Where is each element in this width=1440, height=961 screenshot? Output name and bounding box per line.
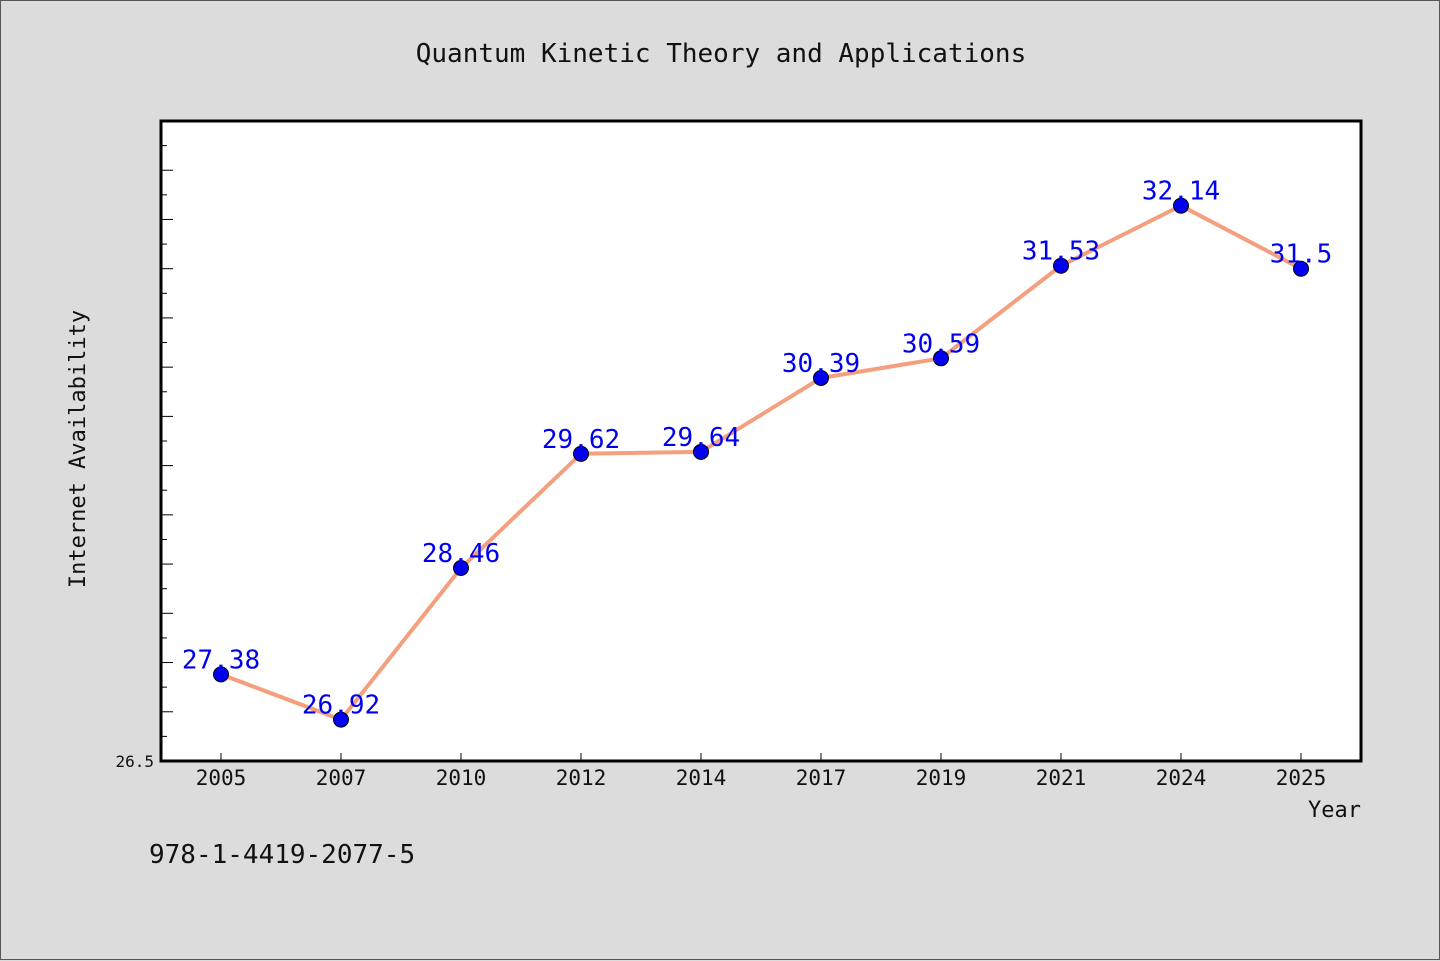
x-tick-label-2014: 2014 bbox=[676, 766, 727, 790]
x-tick-label-2021: 2021 bbox=[1036, 766, 1087, 790]
x-tick-label-2005: 2005 bbox=[196, 766, 247, 790]
x-axis-label: Year bbox=[1308, 798, 1361, 823]
y-axis-label: Internet Availability bbox=[66, 310, 91, 588]
data-point-2025 bbox=[1293, 260, 1309, 277]
data-point-2010 bbox=[453, 560, 469, 577]
data-point-2017 bbox=[813, 369, 829, 386]
data-point-2014 bbox=[693, 443, 709, 460]
x-tick-label-2024: 2024 bbox=[1156, 766, 1207, 790]
plot-area bbox=[159, 119, 1363, 763]
x-tick-label-2007: 2007 bbox=[316, 766, 367, 790]
x-tick-label-2012: 2012 bbox=[556, 766, 607, 790]
x-axis-ticks bbox=[220, 753, 1302, 761]
data-point-2007 bbox=[333, 711, 349, 728]
data-label-2025: 31.5 bbox=[1270, 240, 1333, 270]
data-label-2010: 28.46 bbox=[422, 539, 500, 569]
data-label-2024: 32.14 bbox=[1142, 177, 1220, 207]
data-label-2017: 30.39 bbox=[782, 349, 860, 379]
series-line-group bbox=[220, 203, 1302, 722]
x-tick-label-2025: 2025 bbox=[1276, 766, 1327, 790]
isbn-footer: 978-1-4419-2077-5 bbox=[149, 840, 415, 870]
x-axis-tick-labels: 2005 2007 2010 2012 2014 2017 2019 2021 2024 2025 bbox=[196, 766, 1327, 790]
data-point-2005 bbox=[213, 666, 229, 683]
data-label-2021: 31.53 bbox=[1022, 237, 1100, 267]
data-point-2019 bbox=[933, 350, 949, 367]
data-point-2012 bbox=[573, 445, 589, 462]
y-axis-min-label: 26.5 bbox=[115, 752, 154, 771]
x-tick-label-2010: 2010 bbox=[436, 766, 487, 790]
series-markers-group bbox=[213, 197, 1309, 728]
x-tick-label-2017: 2017 bbox=[796, 766, 847, 790]
x-tick-label-2019: 2019 bbox=[916, 766, 967, 790]
series-line bbox=[220, 203, 1302, 722]
data-label-2007: 26.92 bbox=[302, 691, 380, 721]
data-label-2005: 27.38 bbox=[182, 645, 260, 675]
data-label-2012: 29.62 bbox=[542, 425, 620, 455]
data-point-2021 bbox=[1053, 257, 1069, 274]
chart-title: Quantum Kinetic Theory and Applications bbox=[416, 39, 1026, 69]
data-point-2024 bbox=[1173, 197, 1189, 214]
data-label-2019: 30.59 bbox=[902, 329, 980, 359]
y-axis-ticks bbox=[161, 120, 173, 762]
data-label-2014: 29.64 bbox=[662, 423, 740, 453]
